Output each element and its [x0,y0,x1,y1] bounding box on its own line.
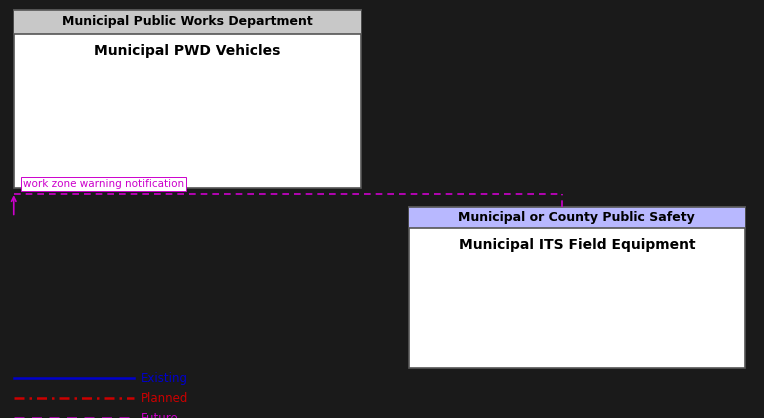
Text: work zone warning notification: work zone warning notification [23,179,184,189]
Text: Municipal PWD Vehicles: Municipal PWD Vehicles [95,44,280,58]
Bar [14,10,361,188]
Text: Municipal Public Works Department: Municipal Public Works Department [62,15,313,28]
Text: Municipal or County Public Safety: Municipal or County Public Safety [458,211,695,224]
Bar [409,207,745,228]
Text: Planned: Planned [141,392,189,405]
Text: Future: Future [141,412,179,418]
Bar [14,10,361,33]
Text: Municipal ITS Field Equipment: Municipal ITS Field Equipment [458,238,695,252]
Text: Existing: Existing [141,372,189,385]
Bar [409,207,745,368]
